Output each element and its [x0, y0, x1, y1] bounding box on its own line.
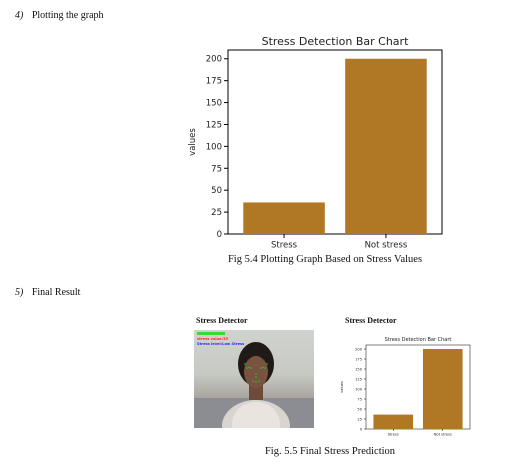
bar-not-stress: [422, 349, 463, 429]
chart-title: Stress Detection Bar Chart: [262, 35, 409, 48]
right-panel-title: Stress Detector: [345, 316, 397, 325]
left-panel-title: Stress Detector: [196, 316, 248, 325]
stress-value-text: stress value:35: [197, 337, 229, 341]
y-tick-label: 100: [355, 387, 363, 391]
y-tick-label: 0: [217, 230, 222, 240]
figure-5-5-caption: Fig. 5.5 Final Stress Prediction: [264, 446, 396, 457]
section-number: 5): [15, 287, 24, 298]
y-tick-label: 200: [355, 347, 363, 351]
person-top: [232, 402, 280, 428]
section-heading-plotting: 4) Plotting the graph: [15, 10, 104, 21]
stress-level-text: Stress level:Low Stress: [197, 342, 245, 346]
y-tick-label: 175: [355, 357, 362, 361]
bar-stress: [243, 202, 325, 234]
section-heading-final-result: 5) Final Result: [15, 287, 80, 298]
person-neck: [249, 384, 263, 400]
person-illustration: [194, 342, 314, 428]
y-tick-label: 125: [206, 120, 222, 130]
chart-title: Stress Detection Bar Chart: [385, 337, 452, 343]
y-axis-label: values: [188, 128, 198, 156]
person-face: [244, 356, 268, 388]
y-tick-label: 75: [357, 397, 362, 401]
y-tick-label: 25: [211, 208, 222, 218]
y-tick-label: 100: [206, 142, 222, 152]
y-tick-label: 75: [211, 164, 222, 174]
plot-area-frame: [227, 49, 443, 235]
bar-not-stress: [345, 58, 427, 234]
stress-level-bar: [197, 332, 225, 335]
y-tick-label: 150: [206, 99, 222, 109]
y-tick-label: 200: [206, 55, 222, 65]
figure-5-4-caption: Fig 5.4 Plotting Graph Based on Stress V…: [227, 254, 423, 265]
stress-bar-chart-main: Stress Detection Bar Chart 0 25 50 75 100 125 1…: [188, 35, 443, 251]
y-tick-label: 175: [206, 77, 222, 87]
y-tick-label: 0: [360, 427, 363, 431]
x-tick-label: Stress: [271, 241, 298, 251]
plot-area-frame: [365, 344, 471, 430]
webcam-frame: stress value:35 Stress level:Low Stress: [194, 330, 314, 428]
y-axis-label: values: [340, 381, 344, 393]
section-title: Plotting the graph: [31, 10, 104, 21]
y-tick-label: 125: [355, 377, 362, 381]
y-tick-label: 25: [357, 417, 362, 421]
stress-bar-chart-small: Stress Detection Bar Chart 0 25 50 75 100 125 1…: [340, 337, 471, 437]
x-tick-label: Not stress: [365, 241, 408, 251]
section-number: 4): [15, 10, 24, 21]
face-landmarks: [244, 363, 268, 383]
y-tick-label: 50: [211, 186, 222, 196]
bar-stress: [373, 414, 414, 429]
x-tick-label: Stress: [388, 433, 399, 437]
x-tick-label: Not stress: [434, 433, 452, 437]
section-title: Final Result: [31, 287, 81, 298]
y-tick-label: 50: [357, 407, 362, 411]
y-tick-label: 150: [355, 367, 363, 371]
